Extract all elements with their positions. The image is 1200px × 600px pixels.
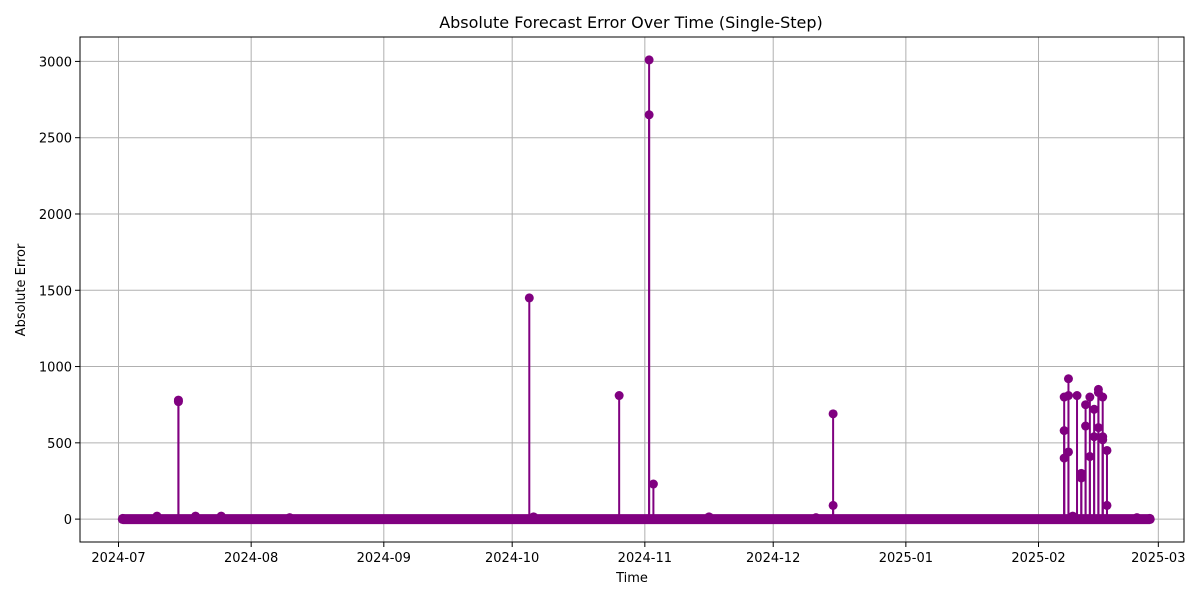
y-tick-label: 1500: [39, 284, 72, 299]
y-tick-label: 500: [47, 437, 72, 452]
y-tick-label: 1000: [39, 361, 72, 376]
data-point: [118, 513, 128, 523]
data-point: [828, 409, 838, 419]
data-point: [1093, 423, 1103, 433]
data-point: [1081, 400, 1091, 410]
data-point: [614, 391, 624, 401]
y-tick-label: 0: [64, 513, 72, 528]
y-tick-label: 2000: [39, 208, 72, 223]
y-tick-label: 3000: [39, 55, 72, 70]
data-point: [152, 511, 162, 521]
data-point: [216, 511, 226, 521]
y-tick-label: 2500: [39, 132, 72, 147]
axis-ticks: 2024-07 2024-08 2024-09 2024-10 2024-11 2024-…: [39, 55, 1186, 566]
data-point: [173, 397, 183, 407]
data-point: [1098, 392, 1108, 402]
plot-frame: [79, 36, 1185, 543]
chart-title: Absolute Forecast Error Over Time (Singl…: [439, 13, 823, 32]
data-point: [704, 512, 714, 522]
data-point: [648, 479, 658, 489]
data-point: [644, 55, 654, 65]
data-point: [1076, 473, 1086, 483]
x-tick-label: 2024-12: [746, 551, 800, 566]
data-point: [1063, 374, 1073, 384]
data-point: [1089, 432, 1099, 442]
data-point: [1102, 500, 1112, 510]
data-point: [1059, 426, 1069, 436]
data-point: [1063, 391, 1073, 401]
data-point: [529, 512, 539, 522]
grid: [80, 37, 1184, 542]
data-point: [644, 110, 654, 120]
x-tick-label: 2024-09: [357, 551, 411, 566]
data-point: [1085, 392, 1095, 402]
data-point: [1063, 447, 1073, 457]
data-point: [1093, 384, 1103, 394]
x-tick-label: 2024-10: [485, 551, 539, 566]
data-point: [524, 293, 534, 303]
x-tick-label: 2025-02: [1011, 551, 1065, 566]
data-point: [1098, 432, 1108, 442]
data-point: [1089, 404, 1099, 414]
data-point: [1072, 391, 1082, 401]
y-axis-title: Absolute Error: [14, 243, 29, 336]
data-point: [285, 513, 295, 523]
x-axis-title: Time: [615, 571, 648, 586]
x-tick-label: 2024-11: [618, 551, 672, 566]
data-point: [1085, 452, 1095, 462]
data-point: [1081, 421, 1091, 431]
data-point: [1132, 513, 1142, 523]
x-tick-label: 2024-08: [224, 551, 278, 566]
data-point: [811, 513, 821, 523]
data-point: [1102, 445, 1112, 455]
data-point: [1145, 513, 1155, 523]
x-tick-label: 2025-01: [879, 551, 933, 566]
x-tick-label: 2025-03: [1131, 551, 1185, 566]
data-point: [191, 511, 201, 521]
data-point: [828, 500, 838, 510]
data-point: [1068, 511, 1078, 521]
x-tick-label: 2024-07: [91, 551, 145, 566]
series-layer: [117, 55, 1155, 525]
